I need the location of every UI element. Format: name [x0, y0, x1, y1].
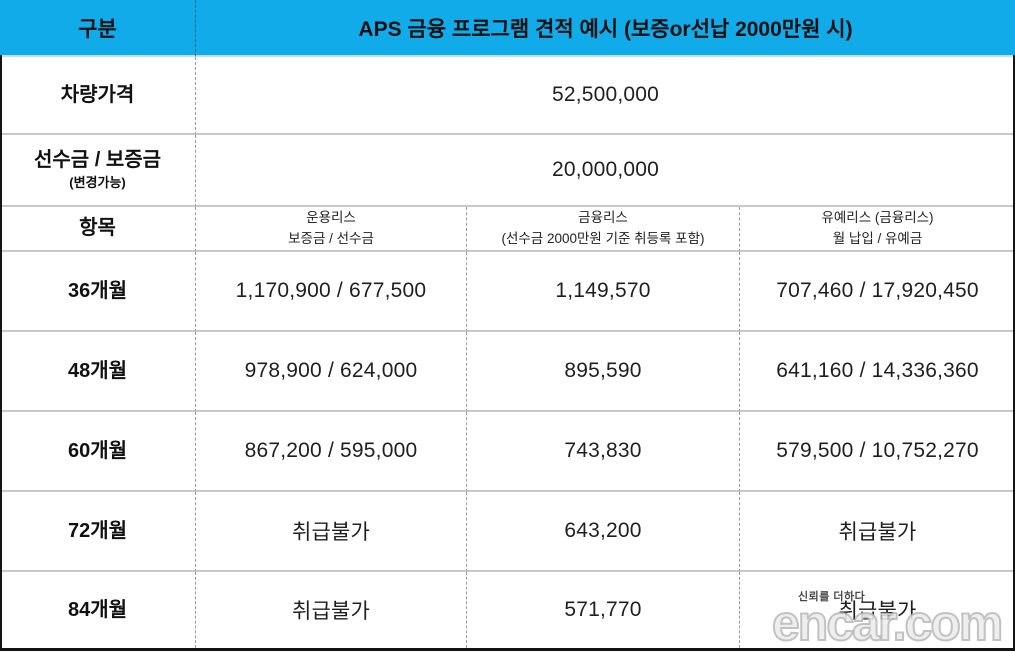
vehicle-price-label: 차량가격 — [60, 83, 135, 106]
row-label-vehicle-price: 차량가격 — [0, 57, 196, 135]
finance-lease-subtitle: (선수금 2000만원 기준 취등록 포함) — [501, 230, 705, 246]
term-84-operating-value: 취급불가 — [196, 572, 467, 648]
items-label: 항목 — [79, 217, 116, 239]
header-category-label: 구분 — [78, 17, 117, 41]
table-title: APS 금융 프로그램 견적 예시 (보증or선납 2000만원 시) — [358, 17, 853, 41]
deferred-lease-title: 유예리스 (금융리스) — [821, 209, 934, 225]
term-60-label: 60개월 — [0, 412, 196, 492]
finance-lease-title: 금융리스 — [578, 209, 628, 225]
term-60-operating-value: 867,200 / 595,000 — [196, 412, 467, 492]
operating-lease-title: 운용리스 — [306, 209, 356, 225]
term-72-deferred-value: 취급불가 — [740, 492, 1015, 572]
column-header-operating-lease: 운용리스 보증금 / 선수금 — [196, 207, 467, 252]
term-48-operating-value: 978,900 / 624,000 — [196, 332, 467, 412]
row-label-deposit: 선수금 / 보증금 (변경가능) — [0, 135, 196, 207]
column-header-deferred-lease: 유예리스 (금융리스) 월 납입 / 유예금 — [740, 207, 1015, 252]
term-48-label: 48개월 — [0, 332, 196, 412]
term-48-finance-value: 895,590 — [467, 332, 740, 412]
operating-lease-subtitle: 보증금 / 선수금 — [288, 230, 374, 246]
term-60-deferred-value: 579,500 / 10,752,270 — [740, 412, 1015, 492]
header-category-cell: 구분 — [0, 0, 196, 57]
deposit-label: 선수금 / 보증금 — [33, 149, 162, 172]
term-48-deferred-value: 641,160 / 14,336,360 — [740, 332, 1015, 412]
term-36-deferred-value: 707,460 / 17,920,450 — [740, 252, 1015, 332]
column-header-finance-lease: 금융리스 (선수금 2000만원 기준 취등록 포함) — [467, 207, 740, 252]
term-84-label: 84개월 — [0, 572, 196, 648]
term-72-label: 72개월 — [0, 492, 196, 572]
term-36-operating-value: 1,170,900 / 677,500 — [196, 252, 467, 332]
term-84-deferred-value: 취급불가 — [740, 572, 1015, 648]
term-60-finance-value: 743,830 — [467, 412, 740, 492]
term-72-operating-value: 취급불가 — [196, 492, 467, 572]
deferred-lease-subtitle: 월 납입 / 유예금 — [832, 230, 923, 246]
term-36-label: 36개월 — [0, 252, 196, 332]
term-36-finance-value: 1,149,570 — [467, 252, 740, 332]
deposit-sublabel: (변경가능) — [69, 175, 126, 191]
row-label-items: 항목 — [0, 207, 196, 252]
header-title-cell: APS 금융 프로그램 견적 예시 (보증or선납 2000만원 시) — [196, 0, 1015, 57]
term-84-finance-value: 571,770 — [467, 572, 740, 648]
term-72-finance-value: 643,200 — [467, 492, 740, 572]
vehicle-price-value: 52,500,000 — [196, 57, 1015, 135]
deposit-value: 20,000,000 — [196, 135, 1015, 207]
